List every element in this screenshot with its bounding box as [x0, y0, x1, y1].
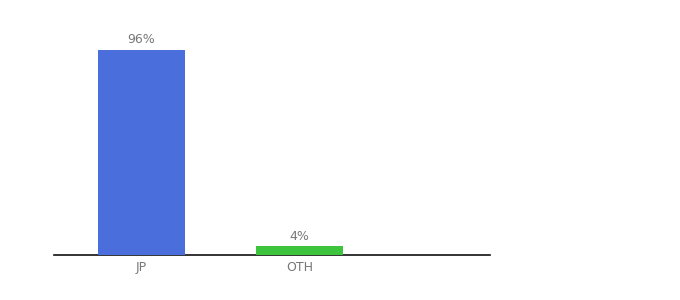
Text: 4%: 4%	[290, 230, 309, 243]
Bar	[98, 50, 185, 255]
Bar	[256, 246, 343, 255]
Text: 96%: 96%	[128, 34, 155, 46]
